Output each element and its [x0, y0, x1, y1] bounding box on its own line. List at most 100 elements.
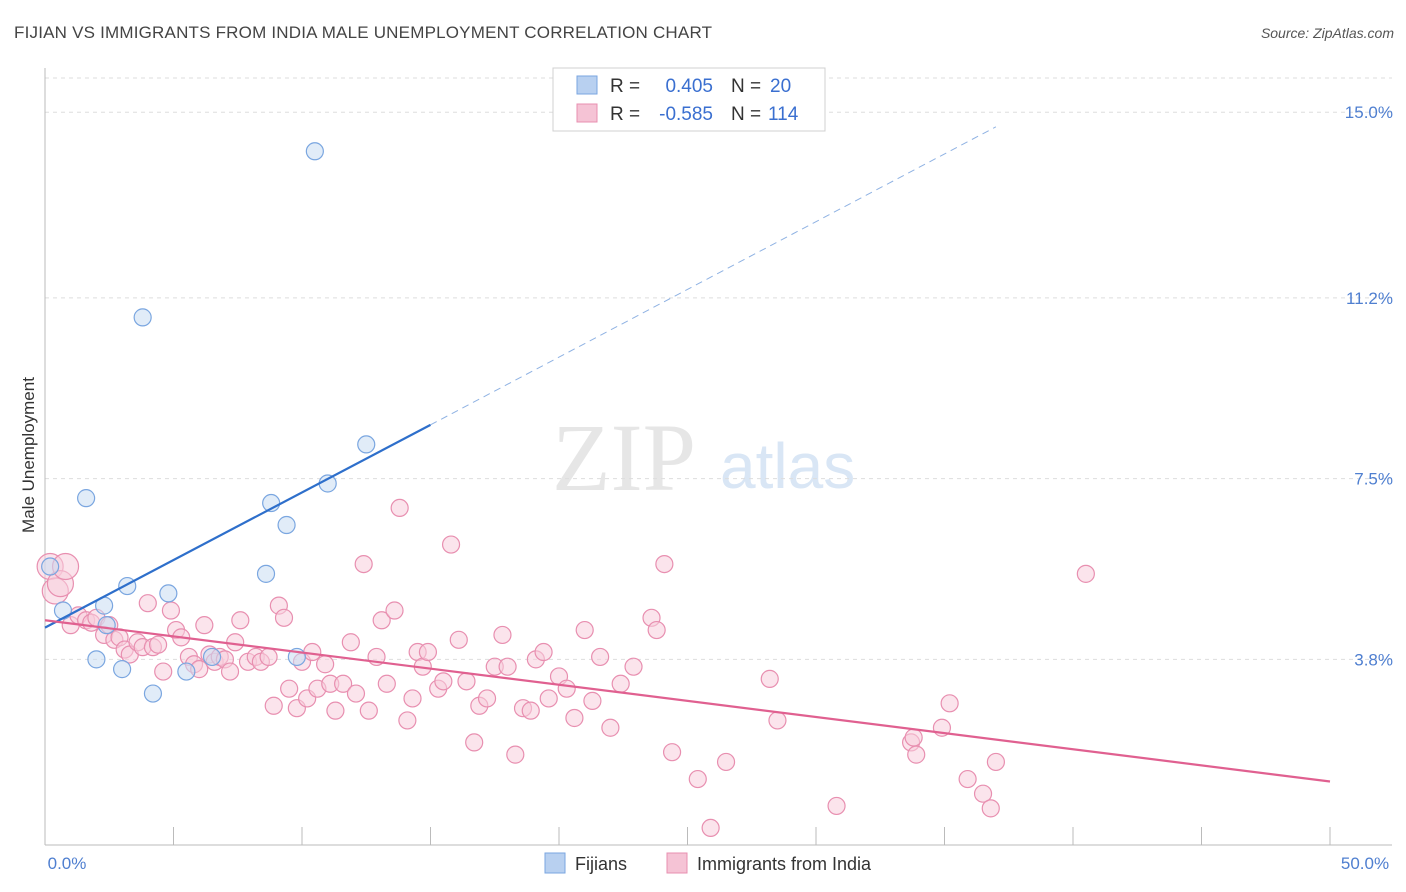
point-india	[226, 633, 245, 652]
point-india	[827, 796, 846, 816]
point-india	[575, 620, 594, 640]
point-india	[264, 696, 283, 715]
point-india	[565, 708, 584, 728]
point-india	[316, 655, 335, 674]
y-tick-labels: 3.8% 7.5% 11.2% 15.0%	[1345, 103, 1393, 669]
series-legend-label-fijians: Fijians	[575, 854, 627, 874]
point-fijians	[357, 435, 376, 454]
x-tick-label: 0.0%	[48, 854, 87, 873]
legend-swatch-india	[576, 103, 598, 123]
point-fijians	[277, 515, 296, 535]
point-india	[403, 689, 422, 708]
y-tick-label: 11.2%	[1346, 289, 1393, 308]
point-india	[372, 611, 391, 630]
y-tick-label: 3.8%	[1354, 650, 1393, 669]
point-fijians	[77, 489, 96, 508]
trend-lines	[44, 126, 1331, 783]
point-india	[477, 689, 497, 708]
point-india	[220, 662, 240, 681]
chart-source: Source: ZipAtlas.com	[1261, 25, 1394, 41]
x-tick-labels: 0.0% 50.0%	[48, 854, 1389, 873]
point-india	[449, 630, 468, 649]
x-tick-label: 50.0%	[1341, 854, 1389, 873]
point-india	[231, 611, 250, 630]
point-fijians	[256, 564, 276, 583]
point-india	[940, 694, 959, 713]
trend-line-fijians	[44, 423, 432, 629]
point-india	[701, 818, 720, 838]
legend-r-label-fijians: R =	[610, 76, 640, 97]
point-india	[457, 672, 476, 691]
point-india	[760, 669, 779, 688]
point-india	[1076, 564, 1095, 583]
point-fijians	[133, 308, 152, 327]
point-india	[647, 620, 666, 640]
point-india	[981, 799, 1000, 818]
point-india	[601, 718, 620, 737]
point-india	[154, 662, 173, 681]
series-legend-label-india: Immigrants from India	[697, 854, 872, 874]
point-india	[418, 642, 438, 662]
point-fijians	[97, 616, 116, 635]
point-india	[688, 769, 707, 789]
point-india	[986, 752, 1006, 772]
point-india	[138, 594, 157, 613]
point-india	[280, 679, 299, 698]
point-india	[583, 691, 602, 710]
trend-line-india	[44, 619, 1331, 783]
point-india	[274, 608, 294, 627]
point-india	[148, 635, 168, 654]
point-india	[904, 728, 923, 747]
watermark-zip: ZIP	[552, 404, 696, 511]
point-india	[662, 743, 682, 762]
point-india	[624, 657, 643, 676]
point-india	[768, 711, 787, 730]
point-fijians	[202, 647, 222, 667]
legend-n-label-india: N =	[731, 104, 761, 125]
point-fijians	[112, 660, 132, 679]
point-fijians	[305, 142, 324, 161]
legend-n-value-fijians: 20	[770, 76, 791, 97]
point-india	[465, 733, 484, 752]
trend-line-fijians-extension	[430, 126, 997, 426]
point-india	[195, 616, 214, 635]
point-india	[534, 642, 553, 662]
correlation-legend: R = 0.405 N = 20 R = -0.585 N = 114	[552, 67, 826, 132]
point-india	[441, 535, 461, 554]
axes	[44, 68, 1392, 846]
y-tick-label: 7.5%	[1354, 470, 1393, 489]
point-fijians	[53, 601, 73, 620]
point-india	[398, 711, 417, 730]
point-india	[354, 554, 373, 574]
point-india	[326, 701, 345, 720]
legend-r-value-fijians: 0.405	[665, 76, 713, 97]
point-india	[161, 601, 181, 620]
point-india	[346, 684, 366, 703]
gridlines	[45, 77, 1392, 660]
point-india	[377, 674, 396, 693]
point-india	[359, 701, 378, 720]
point-india	[716, 752, 736, 772]
point-fijians	[159, 584, 178, 603]
point-india	[334, 674, 353, 693]
chart-title: FIJIAN VS IMMIGRANTS FROM INDIA MALE UNE…	[14, 23, 712, 42]
point-india	[434, 672, 453, 691]
point-india	[655, 554, 674, 574]
y-axis-label: Male Unemployment	[19, 377, 38, 533]
point-india	[539, 689, 558, 708]
point-india	[591, 647, 610, 667]
point-fijians	[41, 557, 60, 576]
point-fijians	[143, 684, 163, 703]
legend-box	[552, 67, 826, 132]
point-fijians	[87, 650, 106, 669]
point-india	[498, 657, 517, 676]
point-india	[341, 633, 360, 652]
point-india	[506, 745, 525, 764]
series-legend: Fijians Immigrants from India	[544, 852, 872, 874]
point-india	[493, 625, 512, 645]
series-legend-swatch-fijians	[544, 852, 566, 874]
series-legend-swatch-india	[666, 852, 688, 874]
point-india	[611, 674, 630, 693]
legend-swatch-fijians	[576, 75, 598, 95]
